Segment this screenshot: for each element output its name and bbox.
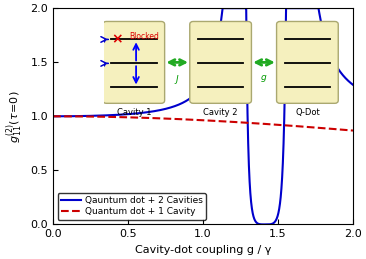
Quantum dot + 1 Cavity	[105, 115, 110, 118]
Line: Quantum dot + 1 Cavity: Quantum dot + 1 Cavity	[53, 116, 353, 131]
Quantum dot + 1 Cavity	[351, 129, 355, 132]
Legend: Qauntum dot + 2 Cavities, Quantum dot + 1 Cavity: Qauntum dot + 2 Cavities, Quantum dot + …	[57, 193, 206, 220]
Quantum dot + 1 Cavity	[231, 120, 235, 124]
Qauntum dot + 2 Cavities	[51, 115, 55, 118]
Qauntum dot + 2 Cavities	[105, 114, 110, 117]
Quantum dot + 1 Cavity	[165, 117, 170, 120]
Qauntum dot + 2 Cavities	[165, 107, 170, 110]
Qauntum dot + 2 Cavities	[298, 7, 302, 10]
Line: Qauntum dot + 2 Cavities: Qauntum dot + 2 Cavities	[53, 8, 353, 224]
Quantum dot + 1 Cavity	[274, 123, 279, 126]
Qauntum dot + 2 Cavities	[231, 7, 235, 10]
X-axis label: Cavity-dot coupling g / γ: Cavity-dot coupling g / γ	[135, 245, 271, 255]
Qauntum dot + 2 Cavities	[275, 216, 279, 219]
Qauntum dot + 2 Cavities	[246, 141, 250, 145]
Qauntum dot + 2 Cavities	[263, 223, 267, 226]
Y-axis label: $g_{11}^{(2)}(\tau\!=\!0)$: $g_{11}^{(2)}(\tau\!=\!0)$	[4, 90, 25, 142]
Qauntum dot + 2 Cavities	[220, 7, 225, 10]
Quantum dot + 1 Cavity	[51, 115, 55, 118]
Quantum dot + 1 Cavity	[246, 121, 250, 124]
Quantum dot + 1 Cavity	[298, 125, 302, 128]
Qauntum dot + 2 Cavities	[351, 83, 355, 86]
